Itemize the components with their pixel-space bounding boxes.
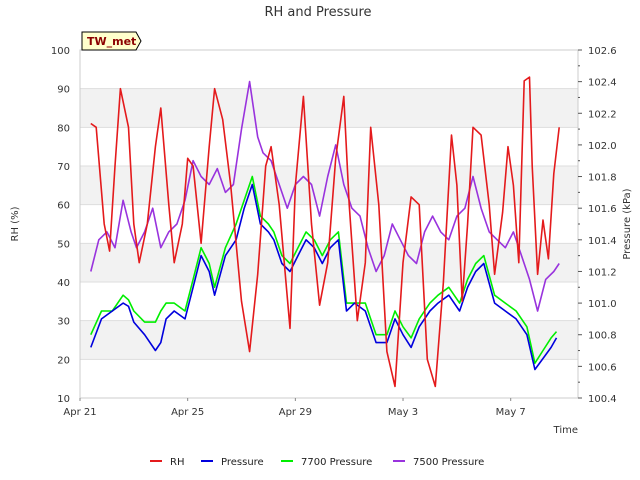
right-tick-label: 101.0 [588, 299, 617, 310]
grid-band [80, 88, 578, 128]
x-tick-label: May 7 [496, 407, 526, 418]
left-tick-label: 20 [57, 355, 70, 366]
right-tick-label: 100.8 [588, 331, 617, 342]
legend: RH Pressure 7700 Pressure 7500 Pressure [150, 457, 484, 468]
left-tick-label: 80 [57, 123, 70, 134]
x-axis: Apr 21 Apr 25 Apr 29 May 3 May 7 [63, 398, 526, 418]
right-tick-label: 102.2 [588, 109, 617, 120]
x-tick-label: Apr 29 [279, 407, 312, 418]
alternating-background-bands [80, 49, 578, 399]
station-badge-label: TW_met [87, 35, 136, 48]
left-tick-label: 70 [57, 162, 70, 173]
series-line-rh [90, 76, 560, 388]
left-tick-label: 100 [51, 46, 70, 57]
x-tick-label: Apr 25 [171, 407, 204, 418]
legend-label: Pressure [221, 457, 264, 468]
left-tick-label: 30 [57, 317, 70, 328]
right-axis-label: Pressure (kPa) [622, 188, 633, 259]
left-tick-label: 60 [57, 201, 70, 212]
series-line-7500-pressure [90, 80, 560, 312]
legend-label: 7500 Pressure [413, 457, 484, 468]
left-tick-label: 10 [57, 394, 70, 405]
station-badge: TW_met [81, 31, 142, 51]
legend-label: RH [170, 457, 184, 468]
left-y-axis: 10 20 30 40 50 60 70 80 90 100 [51, 46, 70, 405]
left-tick-label: 90 [57, 85, 70, 96]
grid-band [80, 320, 578, 360]
x-tick-label: Apr 21 [63, 407, 96, 418]
left-axis-label: RH (%) [10, 206, 21, 241]
right-y-axis: 100.4 100.6 100.8 101.0 101.2 101.4 101.6 101.8… [578, 46, 617, 405]
right-tick-label: 102.4 [588, 78, 617, 89]
right-tick-label: 100.4 [588, 394, 617, 405]
x-axis-label: Time [553, 425, 578, 436]
right-tick-label: 102.0 [588, 141, 617, 152]
right-tick-label: 102.6 [588, 46, 617, 57]
right-tick-label: 101.2 [588, 267, 617, 278]
series-layer [90, 76, 560, 388]
left-tick-label: 50 [57, 239, 70, 250]
left-tick-label: 40 [57, 278, 70, 289]
right-tick-label: 101.8 [588, 173, 617, 184]
right-tick-label: 100.6 [588, 362, 617, 373]
right-tick-label: 101.6 [588, 204, 617, 215]
legend-label: 7700 Pressure [301, 457, 372, 468]
chart-title: RH and Pressure [264, 5, 371, 20]
series-line-7700-pressure [90, 175, 558, 365]
right-tick-label: 101.4 [588, 236, 617, 247]
x-tick-label: May 3 [388, 407, 418, 418]
